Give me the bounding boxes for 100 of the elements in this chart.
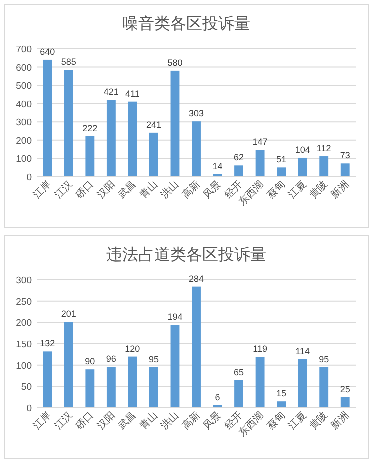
bar xyxy=(192,286,201,408)
bar xyxy=(234,380,244,408)
y-tick-label: 400 xyxy=(16,99,32,110)
y-tick-label: 300 xyxy=(16,276,32,286)
data-label: 284 xyxy=(188,274,204,284)
data-label: 222 xyxy=(82,123,98,134)
bar xyxy=(86,370,95,408)
bar xyxy=(298,158,308,177)
x-tick-label: 洪山 xyxy=(158,410,182,432)
data-label: 6 xyxy=(215,392,220,402)
chart-title: 违法占道类各区投诉量 xyxy=(106,246,266,264)
bar xyxy=(256,150,265,177)
x-tick-label: 江汉 xyxy=(52,178,76,202)
x-tick-label: 蔡甸 xyxy=(265,178,288,202)
bar xyxy=(340,397,350,408)
y-tick-label: 300 xyxy=(16,118,32,129)
data-label: 95 xyxy=(319,354,330,364)
y-tick-label: 100 xyxy=(16,360,32,372)
data-label: 421 xyxy=(104,87,119,98)
data-label: 90 xyxy=(85,356,96,367)
data-label: 114 xyxy=(296,346,310,356)
bar xyxy=(150,132,158,177)
bar xyxy=(106,100,116,177)
y-tick-label: 600 xyxy=(16,62,32,74)
data-label: 65 xyxy=(234,367,244,378)
data-label: 96 xyxy=(106,354,116,364)
x-tick-label: 黄陂 xyxy=(308,410,330,432)
data-label: 62 xyxy=(234,152,244,163)
x-tick-label: 硚口 xyxy=(72,178,96,202)
data-label: 303 xyxy=(188,108,204,119)
data-label: 119 xyxy=(253,344,268,354)
x-tick-label: 汉阳 xyxy=(94,178,118,202)
data-label: 411 xyxy=(126,88,140,99)
data-label: 201 xyxy=(61,309,76,320)
data-label: 73 xyxy=(340,150,350,161)
x-tick-label: 武昌 xyxy=(116,410,139,432)
bar xyxy=(150,367,158,408)
bar xyxy=(298,359,308,408)
bar xyxy=(43,352,52,408)
x-tick-label: 江夏 xyxy=(286,178,309,202)
chart-title: 噪音类各区投诉量 xyxy=(122,15,250,33)
x-tick-label: 硚口 xyxy=(72,410,96,433)
x-tick-label: 青山 xyxy=(137,178,160,202)
y-tick-label: 500 xyxy=(16,81,32,92)
bar xyxy=(170,325,180,408)
bar xyxy=(128,102,138,177)
x-tick-label: 黄陂 xyxy=(308,178,330,202)
x-tick-label: 青山 xyxy=(137,410,160,432)
x-tick-label: 江岸 xyxy=(31,410,54,432)
y-tick-label: 150 xyxy=(16,340,32,350)
data-label: 580 xyxy=(168,58,183,68)
bar xyxy=(106,367,116,408)
x-tick-label: 武昌 xyxy=(116,178,139,202)
y-tick-label: 200 xyxy=(16,136,32,147)
y-tick-label: 0 xyxy=(26,172,32,184)
y-tick-label: 100 xyxy=(16,154,32,166)
bar xyxy=(256,357,265,408)
bar xyxy=(320,367,329,408)
y-tick-label: 700 xyxy=(16,44,32,56)
data-label: 147 xyxy=(252,137,268,148)
bar xyxy=(234,166,244,177)
bar xyxy=(277,168,286,177)
bar xyxy=(64,322,74,408)
bar xyxy=(43,60,52,177)
data-label: 15 xyxy=(276,388,287,399)
x-tick-label: 汉阳 xyxy=(94,410,118,432)
y-tick-label: 50 xyxy=(21,382,32,394)
data-label: 95 xyxy=(148,354,159,364)
x-tick-label: 江岸 xyxy=(31,178,54,202)
x-tick-label: 高新 xyxy=(180,178,203,202)
y-tick-label: 200 xyxy=(16,318,32,330)
bar xyxy=(86,136,95,177)
x-tick-label: 蔡甸 xyxy=(265,410,288,432)
data-label: 51 xyxy=(276,154,287,165)
data-label: 104 xyxy=(295,144,310,155)
data-label: 120 xyxy=(125,344,140,354)
x-tick-label: 高新 xyxy=(180,410,203,432)
x-tick-label: 新洲 xyxy=(328,410,352,432)
bar xyxy=(340,164,350,177)
bar xyxy=(170,70,180,177)
data-label: 132 xyxy=(40,338,56,349)
y-tick-label: 0 xyxy=(26,404,32,414)
data-label: 241 xyxy=(146,120,162,130)
data-label: 585 xyxy=(61,57,76,68)
bar xyxy=(192,122,201,177)
x-tick-label: 新洲 xyxy=(328,178,352,202)
x-tick-label: 江汉 xyxy=(52,410,76,432)
x-tick-label: 洪山 xyxy=(158,178,182,202)
data-label: 194 xyxy=(168,312,183,322)
bar xyxy=(64,70,74,177)
x-tick-label: 风景 xyxy=(201,410,224,432)
bar xyxy=(320,156,329,177)
x-tick-label: 江夏 xyxy=(286,410,309,432)
y-tick-label: 250 xyxy=(16,296,32,308)
bar xyxy=(277,402,286,408)
x-tick-label: 风景 xyxy=(201,178,224,202)
data-label: 640 xyxy=(40,46,56,57)
bar xyxy=(128,356,138,408)
data-label: 25 xyxy=(340,384,350,394)
data-label: 112 xyxy=(316,144,332,154)
